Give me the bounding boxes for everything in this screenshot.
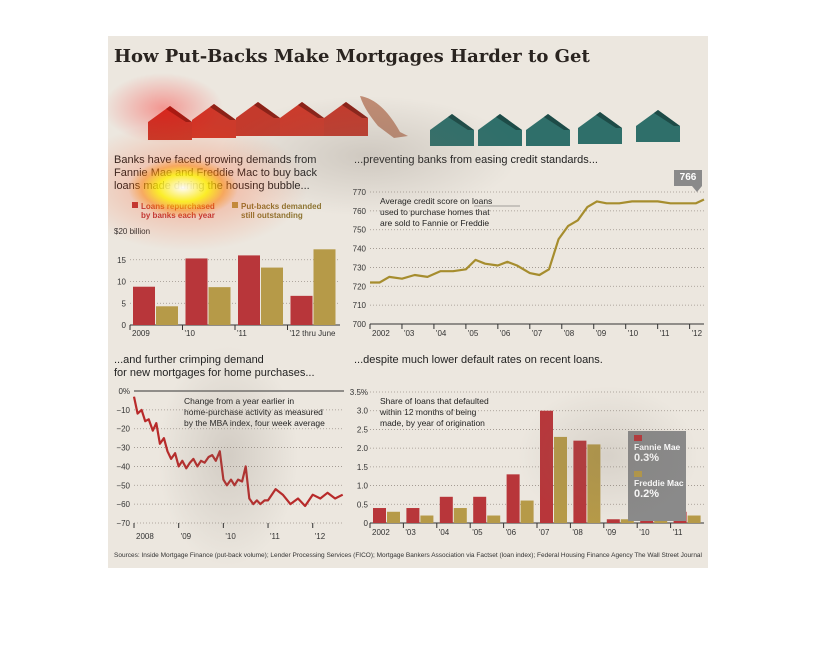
bar — [439, 496, 453, 523]
bar — [387, 511, 400, 523]
x-tick-label: '11 — [673, 528, 683, 537]
y-tick-label: 0 — [364, 519, 369, 528]
y-tick-label: 1.5 — [357, 463, 369, 472]
legend-fannie-name: Fannie Mae — [634, 442, 681, 452]
default-rate-legend: Fannie Mae 0.3% Freddie Mac 0.2% — [628, 431, 686, 521]
publisher-credit: The Wall Street Journal — [634, 552, 702, 559]
bar — [453, 508, 467, 523]
infographic: How Put-Backs Make Mortgages Harder to G… — [108, 36, 708, 568]
bar — [587, 444, 601, 523]
bar — [520, 500, 534, 523]
bar — [573, 440, 587, 523]
bar — [406, 508, 420, 523]
x-tick-label: '04 — [439, 528, 450, 537]
y-tick-label: 2.0 — [357, 444, 369, 453]
bar — [473, 496, 487, 523]
default-rate-bar-chart: 0 0.5 1.0 1.5 2.0 2.5 3.0 3.5% 2002 '03 '04 '05 '06 '… — [350, 388, 704, 537]
x-tick-label: '07 — [539, 528, 550, 537]
bar — [554, 436, 567, 523]
bar — [487, 515, 501, 523]
y-tick-label: 3.0 — [357, 407, 369, 416]
legend-freddie-value: 0.2% — [634, 488, 660, 500]
legend-freddie-name: Freddie Mac — [634, 478, 684, 488]
x-tick-label: '03 — [405, 528, 416, 537]
bar — [606, 519, 620, 523]
x-tick-label: '08 — [572, 528, 583, 537]
x-tick-label: '05 — [472, 528, 483, 537]
bar — [687, 515, 701, 523]
bar — [506, 474, 520, 523]
sources-note: Sources: Inside Mortgage Finance (put-ba… — [114, 552, 633, 559]
x-tick-label: '09 — [606, 528, 617, 537]
y-tick-label: 2.5 — [357, 425, 369, 434]
bar — [540, 410, 553, 523]
y-tick-label: 3.5% — [350, 388, 368, 397]
legend-swatch-fannie — [634, 435, 642, 441]
x-tick-label: '10 — [639, 528, 650, 537]
legend-fannie-value: 0.3% — [634, 452, 660, 464]
legend-swatch-freddie — [634, 471, 642, 477]
bar — [420, 515, 434, 523]
x-tick-label: 2002 — [372, 528, 390, 537]
y-tick-label: 0.5 — [357, 500, 369, 509]
bar — [373, 508, 386, 523]
x-tick-label: '06 — [506, 528, 517, 537]
y-tick-label: 1.0 — [357, 482, 369, 491]
